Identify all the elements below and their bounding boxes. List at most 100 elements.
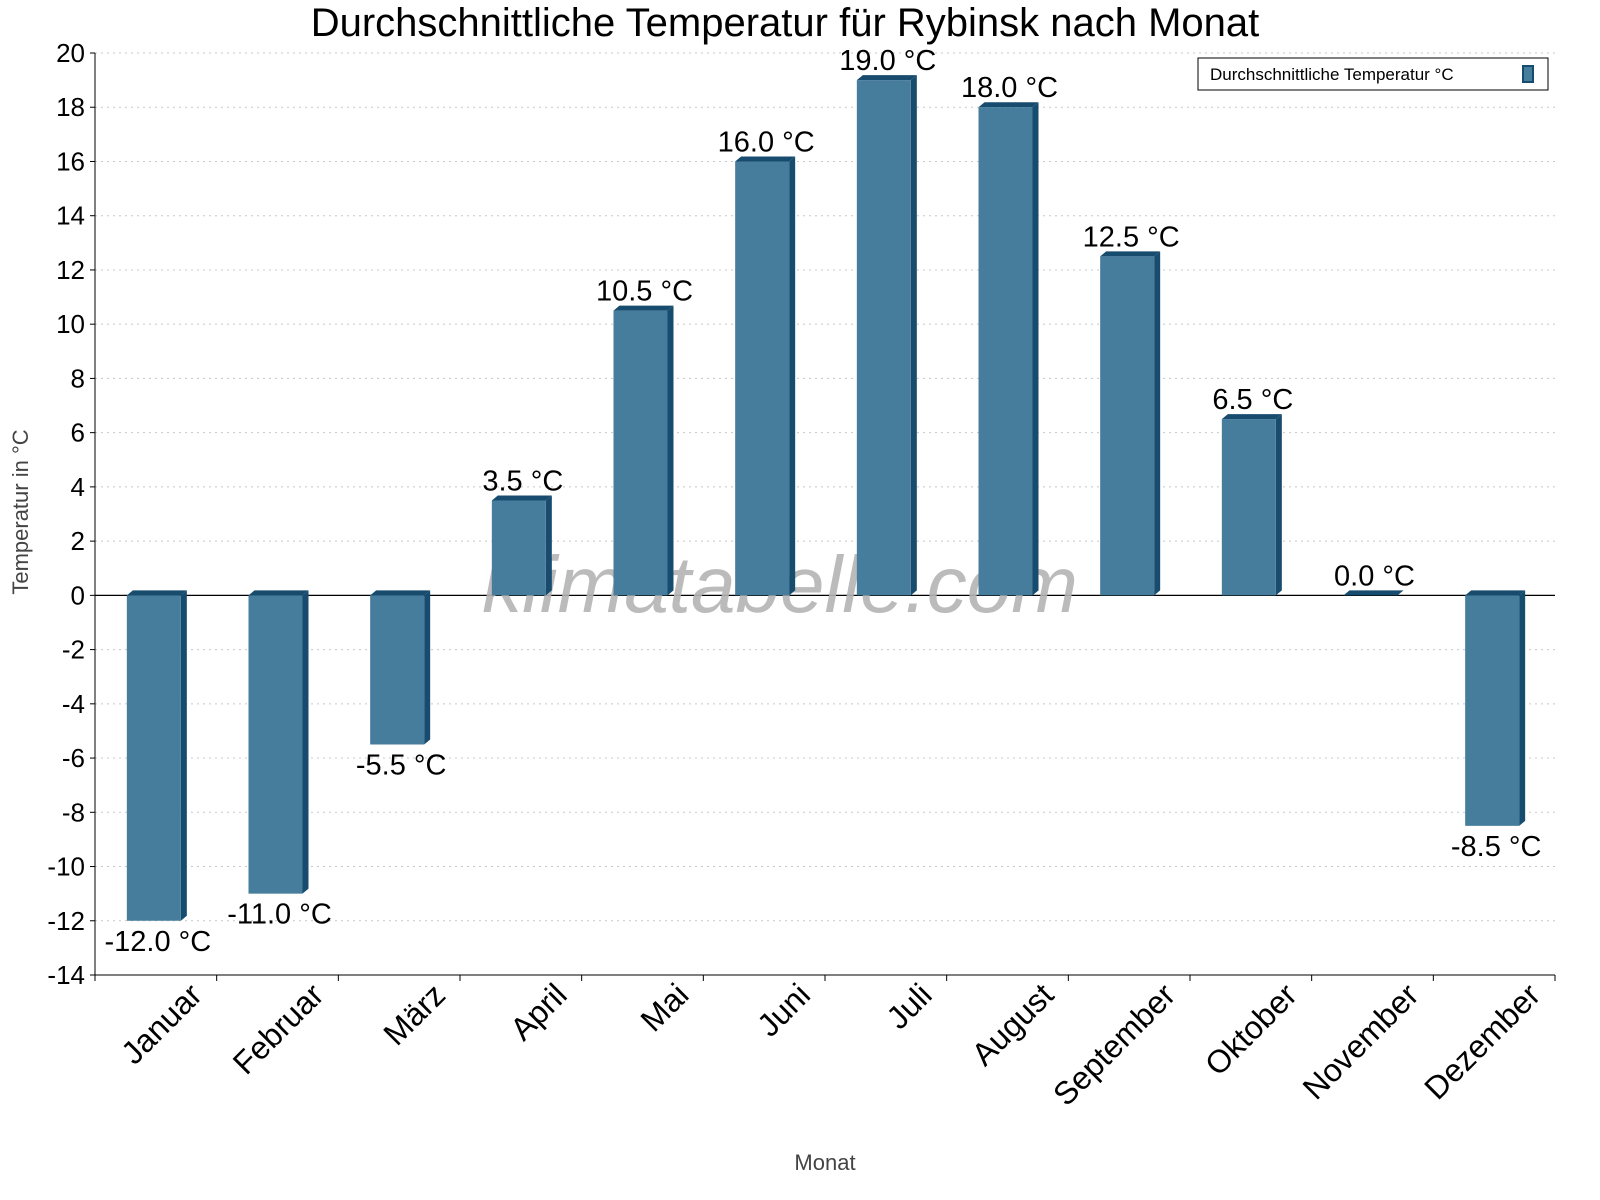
bar-top <box>1343 590 1404 596</box>
y-tick-label: 14 <box>56 201 85 231</box>
x-tick-label: November <box>1296 976 1426 1106</box>
bar-front <box>1221 419 1276 596</box>
y-tick-label: -2 <box>62 635 85 665</box>
bar-side <box>1275 414 1282 596</box>
x-tick-label: Januar <box>114 976 209 1071</box>
x-tick-label: Juni <box>750 976 817 1043</box>
x-tick-label: April <box>503 976 574 1047</box>
y-tick-label: 2 <box>71 526 85 556</box>
chart-title: Durchschnittliche Temperatur für Rybinsk… <box>311 1 1260 45</box>
bar-top <box>735 156 796 162</box>
bar-front <box>1100 256 1155 596</box>
x-tick-label: Dezember <box>1417 976 1547 1106</box>
bar-side <box>424 590 431 745</box>
bar <box>856 75 917 596</box>
bar-top <box>1465 590 1526 596</box>
bar-side <box>789 156 796 596</box>
x-tick-label: Februar <box>226 976 331 1081</box>
legend-box <box>1197 57 1549 91</box>
bar-top <box>978 102 1039 108</box>
bar-side <box>1154 251 1161 596</box>
data-label: 0.0 °C <box>1334 560 1415 592</box>
bar-top <box>613 305 674 311</box>
bar <box>126 590 187 921</box>
data-label: -8.5 °C <box>1451 831 1542 863</box>
bar-top <box>248 590 309 596</box>
bar-front <box>370 595 425 745</box>
bar <box>613 305 674 596</box>
bars <box>126 75 1526 921</box>
data-label: -11.0 °C <box>227 899 332 931</box>
bar <box>370 590 431 745</box>
data-label: -5.5 °C <box>356 750 447 782</box>
bar-front <box>248 595 303 894</box>
bar-front <box>491 500 546 596</box>
data-labels: -12.0 °C -11.0 °C -5.5 °C 3.5 °C 10.5 °C 16.0… <box>104 45 1541 958</box>
y-tick-label: -4 <box>62 689 85 719</box>
bar-side <box>910 75 917 596</box>
bar-side <box>1519 590 1526 826</box>
y-tick-label: -12 <box>47 906 85 936</box>
y-tick-label: 12 <box>56 255 85 285</box>
x-tick-label: August <box>965 976 1061 1072</box>
y-tick-label: 10 <box>56 309 85 339</box>
x-tick-label: September <box>1046 976 1182 1112</box>
bar-front <box>735 161 790 596</box>
bar-top <box>370 590 431 596</box>
y-tick-label: 4 <box>71 472 85 502</box>
y-axis-label: Temperatur in °C <box>8 429 33 594</box>
y-tick-label: 16 <box>56 146 85 176</box>
bar <box>248 590 309 894</box>
y-tick-label: 8 <box>71 363 85 393</box>
bar <box>735 156 796 596</box>
y-tick-label: -10 <box>47 852 85 882</box>
x-tick-label: Oktober <box>1198 976 1304 1082</box>
bar <box>1221 414 1282 596</box>
y-tick-label: -14 <box>47 960 85 990</box>
bar-front <box>613 310 668 596</box>
data-label: 3.5 °C <box>482 465 563 497</box>
bar <box>491 495 552 596</box>
bar <box>1100 251 1161 596</box>
y-tick-label: 18 <box>56 92 85 122</box>
bar <box>1465 590 1526 826</box>
bar-side <box>180 590 187 921</box>
bar-top <box>1100 251 1161 257</box>
data-label: 18.0 °C <box>961 72 1058 104</box>
y-tick-label: 0 <box>71 580 85 610</box>
bar-top <box>856 75 917 81</box>
bar <box>1343 590 1404 596</box>
data-label: -12.0 °C <box>104 926 211 958</box>
bar-top <box>491 495 552 501</box>
y-tick-label: -6 <box>62 743 85 773</box>
x-axis: Januar Februar März April Mai Juni Juli AugustS… <box>94 594 1556 1113</box>
bar-side <box>667 305 674 596</box>
data-label: 6.5 °C <box>1212 384 1293 416</box>
y-tick-label: 6 <box>71 418 85 448</box>
bar-side <box>1032 102 1039 596</box>
bar-side <box>302 590 309 894</box>
bar-front <box>1465 595 1520 826</box>
x-tick-label: Mai <box>634 976 696 1038</box>
y-tick-label: -8 <box>62 797 85 827</box>
bar-front <box>126 595 181 921</box>
bar-top <box>1221 414 1282 420</box>
data-label: 16.0 °C <box>718 126 815 158</box>
bar-top <box>126 590 187 596</box>
grid-lines <box>95 52 1555 976</box>
legend-swatch <box>1522 65 1534 83</box>
data-label: 12.5 °C <box>1083 221 1180 253</box>
data-label: 19.0 °C <box>839 45 936 77</box>
bar-side <box>545 495 552 596</box>
x-axis-label: Monat <box>794 1150 855 1175</box>
legend: Durchschnittliche Temperatur °C <box>1197 57 1549 91</box>
bar-front <box>856 80 911 596</box>
x-tick-label: Juli <box>879 976 938 1035</box>
x-tick-label: März <box>376 976 452 1052</box>
data-label: 10.5 °C <box>596 276 693 308</box>
legend-label: Durchschnittliche Temperatur °C <box>1210 65 1454 84</box>
y-tick-label: 20 <box>56 38 85 68</box>
bar <box>978 102 1039 596</box>
